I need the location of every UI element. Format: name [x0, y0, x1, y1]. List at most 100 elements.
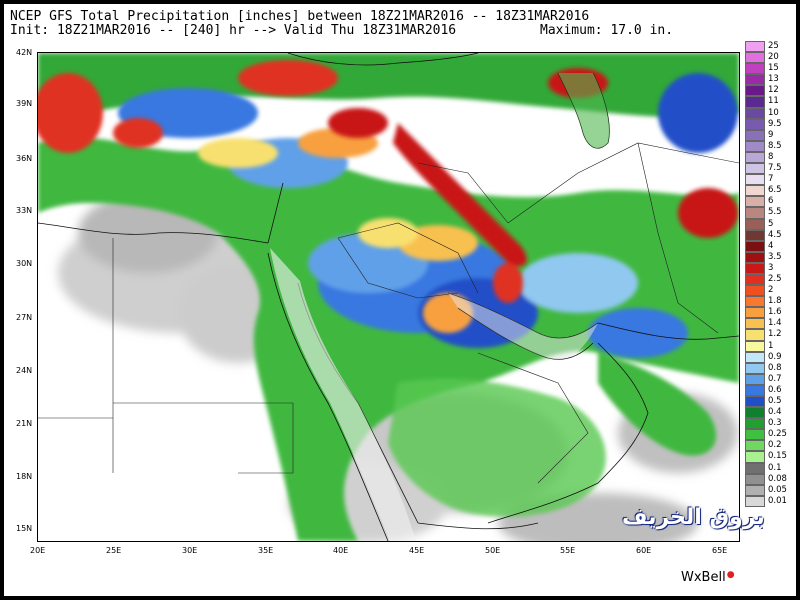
legend-swatch: 4	[745, 240, 773, 252]
lon-label: 35E	[258, 546, 274, 555]
legend-label: 0.05	[768, 484, 787, 495]
lon-label: 45E	[409, 546, 425, 555]
precipitation-map	[37, 52, 740, 542]
legend-label: 10	[768, 107, 779, 118]
brand-dot-icon: ●	[726, 570, 735, 580]
legend-label: 1	[768, 340, 774, 351]
heavy-precip-orange	[198, 128, 478, 333]
legend-swatch: 10	[745, 107, 779, 119]
legend-label: 4	[768, 240, 774, 251]
legend-swatch: 0.5	[745, 396, 782, 408]
lat-label: 18N	[16, 472, 33, 481]
legend-swatch: 5	[745, 218, 773, 230]
legend-swatch: 4.5	[745, 229, 782, 241]
country-borders	[38, 142, 739, 484]
max-precip-red	[38, 60, 738, 303]
legend-label: 5	[768, 218, 774, 229]
legend-label: 0.25	[768, 429, 787, 440]
legend-label: 0.08	[768, 473, 787, 484]
persian-gulf	[448, 293, 598, 360]
legend-swatch: 0.2	[745, 440, 782, 452]
lon-label: 20E	[30, 546, 46, 555]
lon-label: 25E	[106, 546, 122, 555]
lat-label: 24N	[16, 366, 33, 375]
caspian-sea	[558, 73, 610, 149]
moderate-precip-areas	[38, 53, 739, 541]
legend-swatch: 8	[745, 151, 773, 164]
lon-label: 60E	[636, 546, 652, 555]
legend-label: 1.2	[768, 329, 782, 340]
legend-swatch: 9.5	[745, 118, 782, 130]
legend-label: 0.3	[768, 418, 782, 429]
legend-swatch: 0.1	[745, 462, 782, 474]
lat-label: 27N	[16, 313, 33, 322]
legend-swatch: 0.8	[745, 362, 782, 374]
legend-swatch: 20	[745, 52, 779, 64]
legend-swatch: 7	[745, 174, 773, 186]
legend-label: 6	[768, 196, 774, 207]
lon-label: 30E	[182, 546, 198, 555]
lat-label: 21N	[16, 419, 33, 428]
lat-label: 33N	[16, 206, 33, 215]
legend-label: 0.2	[768, 440, 782, 451]
legend-swatch: 12	[745, 85, 779, 97]
legend-label: 0.9	[768, 351, 782, 362]
legend-swatch: 0.4	[745, 407, 782, 419]
legend-label: 0.15	[768, 451, 787, 462]
legend-swatch: 0.7	[745, 373, 782, 385]
legend-label: 6.5	[768, 185, 782, 196]
color-legend: 25 20 15 13 12 11 10 9.5 9 8.5 8 7.5 7 6.5 6 5.5 5 4.5 4 3.…	[745, 41, 787, 507]
lat-label: 39N	[16, 99, 33, 108]
lon-label: 55E	[560, 546, 576, 555]
legend-swatch: 1.4	[745, 318, 782, 330]
legend-swatch: 11	[745, 96, 779, 108]
legend-label: 8.5	[768, 140, 782, 151]
legend-swatch: 0.05	[745, 484, 787, 496]
legend-swatch: 6.5	[745, 185, 782, 197]
legend-label: 12	[768, 85, 779, 96]
legend-label: 7.5	[768, 163, 782, 174]
legend-label: 9.5	[768, 118, 782, 129]
legend-swatch: 25	[745, 41, 779, 53]
header-maximum: Maximum: 17.0 in.	[540, 23, 674, 38]
legend-label: 5.5	[768, 207, 782, 218]
legend-swatch: 0.9	[745, 351, 782, 363]
legend-label: 0.7	[768, 373, 782, 384]
legend-label: 11	[768, 96, 779, 107]
legend-swatch: 1.2	[745, 329, 782, 341]
legend-swatch: 5.5	[745, 207, 782, 219]
legend-label: 20	[768, 52, 779, 63]
map-canvas	[38, 53, 739, 541]
legend-swatch: 0.01	[745, 495, 787, 507]
legend-swatch: 0.08	[745, 473, 787, 485]
legend-label: 0.4	[768, 407, 782, 418]
legend-label: 1.6	[768, 307, 782, 318]
legend-label: 7	[768, 174, 774, 185]
legend-swatch: 6	[745, 196, 773, 208]
lon-label: 40E	[333, 546, 349, 555]
lat-label: 15N	[16, 524, 33, 533]
legend-swatch: 0.15	[745, 451, 787, 463]
legend-label: 8	[768, 151, 774, 162]
legend-label: 0.01	[768, 495, 787, 506]
red-sea	[270, 248, 416, 541]
lat-label: 42N	[16, 48, 33, 57]
legend-swatch: 3	[745, 262, 773, 274]
wxbell-logo: WxBell●	[681, 570, 735, 585]
legend-label: 0.1	[768, 462, 782, 473]
header-title: NCEP GFS Total Precipitation [inches] be…	[10, 9, 590, 24]
legend-label: 0.6	[768, 384, 782, 395]
legend-swatch: 1	[745, 340, 773, 352]
legend-label: 13	[768, 74, 779, 85]
legend-swatch: 7.5	[745, 163, 782, 175]
legend-swatch: 13	[745, 74, 779, 86]
legend-swatch: 1.6	[745, 307, 782, 319]
lat-label: 36N	[16, 154, 33, 163]
legend-label: 2	[768, 285, 774, 296]
legend-swatch: 2.5	[745, 273, 782, 286]
legend-label: 0.8	[768, 362, 782, 373]
legend-swatch: 0.6	[745, 384, 782, 396]
brand-text: WxBell	[681, 570, 726, 585]
legend-label: 15	[768, 63, 779, 74]
legend-label: 0.5	[768, 396, 782, 406]
